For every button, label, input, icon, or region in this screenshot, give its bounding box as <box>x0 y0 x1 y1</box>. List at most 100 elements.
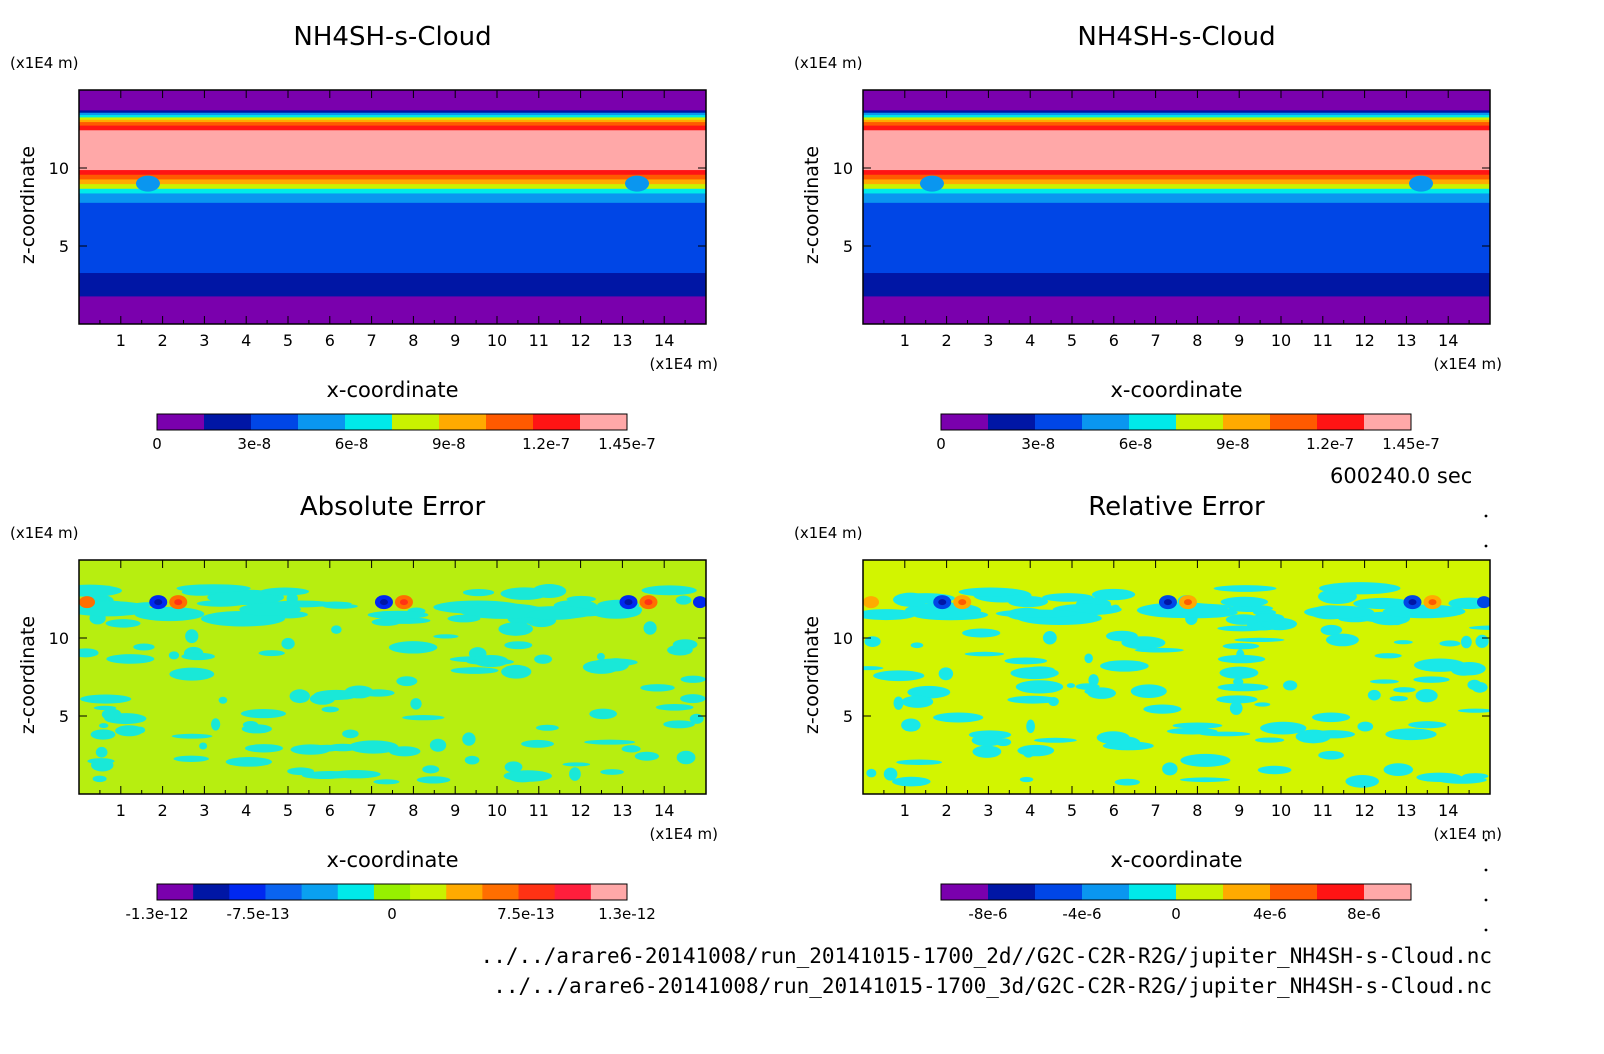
colorbar-frame <box>940 413 1412 431</box>
error-blob <box>433 634 459 639</box>
error-blob <box>225 756 273 767</box>
x-tick-label: 10 <box>1271 801 1291 820</box>
x-tick-label: 3 <box>199 801 209 820</box>
error-blob <box>680 694 706 704</box>
error-blob <box>1462 773 1489 780</box>
error-blob <box>1019 776 1034 783</box>
error-blob <box>600 769 624 775</box>
error-band <box>1213 585 1277 592</box>
y-axis-label: z-coordinate <box>801 616 823 734</box>
error-blob <box>1088 674 1099 687</box>
x-unit-label: (x1E4 m) <box>649 825 718 843</box>
bulge-1 <box>625 175 650 192</box>
error-blob <box>133 643 155 651</box>
x-tick-label: 6 <box>325 331 335 350</box>
x-tick-label: 12 <box>570 331 590 350</box>
error-blob <box>621 745 641 753</box>
colorbar-segment <box>1223 884 1271 900</box>
error-blob <box>244 744 283 753</box>
band-4 <box>79 192 706 203</box>
colorbar-segment <box>410 884 447 900</box>
field-rel_error <box>863 560 1490 794</box>
error-blob <box>90 729 116 740</box>
colorbar-label: 8e-6 <box>1347 905 1381 923</box>
error-blob <box>1374 653 1402 659</box>
error-blob <box>101 708 122 721</box>
colorbar-segment <box>1270 884 1318 900</box>
time-label: 600240.0 sec <box>1330 464 1473 488</box>
error-blob <box>1413 676 1450 683</box>
colorbar-segment <box>486 414 534 430</box>
x-tick-label: 8 <box>1192 801 1202 820</box>
x-tick-label: 5 <box>1067 801 1077 820</box>
error-blob <box>290 744 331 755</box>
x-tick-label: 10 <box>1271 331 1291 350</box>
error-blob <box>98 723 109 729</box>
x-tick-label: 7 <box>1151 801 1161 820</box>
colorbar-segment <box>518 884 556 900</box>
error-blob <box>80 694 132 704</box>
error-band <box>79 601 151 617</box>
x-axis-label: x-coordinate <box>1110 378 1242 402</box>
error-blob <box>1220 596 1269 607</box>
band-8 <box>79 174 706 180</box>
error-blob <box>562 762 591 767</box>
error-blob <box>883 767 898 781</box>
margin-dot <box>1484 544 1488 548</box>
error-blob <box>218 696 228 704</box>
error-blob <box>462 732 476 746</box>
x-tick-label: 9 <box>1234 331 1244 350</box>
error-blob <box>1199 731 1251 737</box>
error-blob <box>910 642 924 649</box>
dipole-pos-core <box>399 599 408 606</box>
error-blob <box>171 733 213 739</box>
band-8 <box>863 174 1490 180</box>
colorbar-label: 1.3e-12 <box>598 905 656 923</box>
y-tick-label: 5 <box>59 237 69 256</box>
error-blob <box>1254 702 1271 707</box>
band-12 <box>79 121 706 126</box>
error-blob <box>1007 695 1058 704</box>
error-blob <box>1017 744 1055 757</box>
x-axis-label: x-coordinate <box>326 848 458 872</box>
error-blob <box>962 628 1001 638</box>
x-tick-label: 6 <box>325 801 335 820</box>
band-10 <box>863 129 1490 171</box>
colorbar-segment <box>1176 414 1224 430</box>
error-blob <box>1389 695 1408 702</box>
x-tick-label: 3 <box>199 331 209 350</box>
band-4 <box>863 192 1490 203</box>
dipole-pos-core <box>174 599 183 606</box>
error-background <box>863 560 1490 794</box>
error-blob <box>287 767 314 776</box>
colorbar-label: 0 <box>1171 905 1181 923</box>
field-abs_error <box>79 560 706 794</box>
band-3 <box>863 202 1490 236</box>
x-unit-label: (x1E4 m) <box>1433 355 1502 373</box>
error-blob <box>241 724 272 734</box>
error-blob <box>1130 684 1167 699</box>
error-blob <box>863 666 884 671</box>
dipole-neg-core <box>1163 599 1172 606</box>
colorbar-label: 4e-6 <box>1253 905 1287 923</box>
error-blob <box>1325 633 1359 647</box>
footer-file-line-2: ../../arare6-20141008/run_20141015-1700_… <box>493 974 1492 998</box>
error-blob <box>422 765 440 774</box>
x-tick-label: 11 <box>1313 331 1333 350</box>
x-tick-label: 5 <box>283 801 293 820</box>
error-blob <box>1075 683 1100 690</box>
x-tick-label: 14 <box>654 331 674 350</box>
colorbar-label: 9e-8 <box>1216 435 1250 453</box>
x-tick-label: 1 <box>900 801 910 820</box>
panel-1: 1 2 3 4 5 6 7 8 9 10 11 12 13 14510NH4SH-s-Cloud(x1E4… <box>10 22 718 453</box>
error-blob <box>281 637 295 650</box>
x-tick-label: 9 <box>450 801 460 820</box>
y-axis-label: z-coordinate <box>17 616 39 734</box>
error-blob <box>1415 689 1438 703</box>
y-tick-label: 10 <box>833 159 853 178</box>
error-blob <box>331 625 342 634</box>
error-blob <box>672 639 698 650</box>
x-tick-label: 13 <box>1396 801 1416 820</box>
y-tick-label: 10 <box>49 629 69 648</box>
error-blob <box>896 759 943 766</box>
